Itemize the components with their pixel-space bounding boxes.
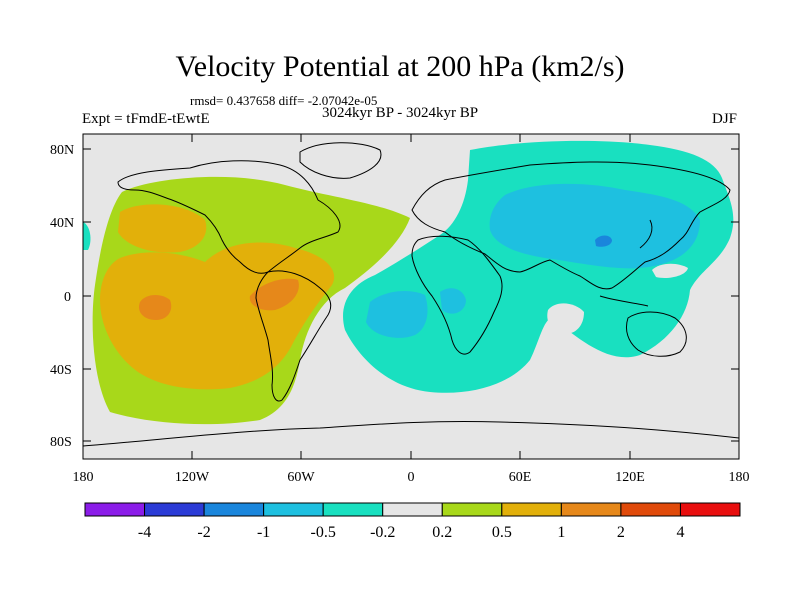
- lon-label-120e: 120E: [615, 470, 645, 485]
- coast-north-america: [117, 160, 341, 274]
- coast-eurasia: [411, 161, 731, 290]
- colorbar-swatch: [263, 502, 324, 517]
- colorbar-swatch: [144, 502, 205, 517]
- colorbar-swatch: [382, 502, 443, 517]
- stats-line: rmsd= 0.437658 diff= -2.07042e-05: [190, 93, 378, 108]
- coast-australia: [625, 311, 687, 357]
- contour-hole-indian: [547, 303, 584, 334]
- colorbar-label: -0.2: [370, 524, 395, 541]
- colorbar-label: -2: [197, 524, 210, 541]
- contour-negative-high: [595, 235, 612, 247]
- lon-label-0: 0: [408, 470, 415, 485]
- plot-title: Velocity Potential at 200 hPa (km2/s): [175, 50, 625, 83]
- colorbar-swatch: [84, 502, 146, 517]
- lat-label-40s: 40S: [50, 363, 72, 378]
- axis-ticks: [82, 134, 740, 459]
- lon-label-60e: 60E: [509, 470, 532, 485]
- coastlines: [83, 142, 739, 447]
- colorbar-swatch: [679, 502, 741, 517]
- colorbar-label: 0.2: [432, 524, 452, 541]
- colorbar-label: 0.5: [492, 524, 512, 541]
- colorbar-swatch: [203, 502, 265, 517]
- colorbar: -4 -2 -1 -0.5 -0.2 0.2 0.5 1 2 4: [84, 502, 741, 541]
- contour-negative-mid-africa: [440, 288, 466, 314]
- experiment-label: Expt = tFmdE-tEwtE: [82, 111, 210, 127]
- colorbar-label: -1: [257, 524, 270, 541]
- colorbar-label: -0.5: [311, 524, 336, 541]
- colorbar-swatch: [501, 502, 562, 517]
- contour-negative-mid-atlantic: [366, 290, 428, 338]
- contour-positive-high-pacific: [138, 294, 172, 320]
- colorbar-swatch: [620, 502, 681, 517]
- contour-hole-pacific: [652, 263, 688, 278]
- colorbar-swatch: [560, 502, 622, 517]
- colorbar-swatch: [441, 502, 503, 517]
- filled-contours: [83, 140, 734, 425]
- lat-label-40n: 40N: [50, 216, 74, 231]
- colorbar-label: 1: [557, 524, 565, 541]
- contour-positive-mid: [100, 242, 335, 390]
- colorbar-label: 2: [617, 524, 625, 541]
- lon-label-180e: 180: [729, 470, 750, 485]
- lat-label-80s: 80S: [50, 435, 72, 450]
- coast-south-america: [255, 270, 332, 402]
- lon-label-60w: 60W: [287, 470, 315, 485]
- contour-positive-high-amazon: [249, 278, 299, 311]
- lat-label-0: 0: [64, 290, 71, 305]
- coast-antarctica: [83, 420, 739, 447]
- coast-japan: [639, 219, 653, 249]
- lon-label-180w: 180: [73, 470, 94, 485]
- period-label: 3024kyr BP - 3024kyr BP: [321, 105, 479, 121]
- colorbar-label: -4: [138, 524, 151, 541]
- colorbar-label: 4: [676, 524, 684, 541]
- contour-negative-mid-asia: [489, 183, 700, 269]
- lon-label-120w: 120W: [175, 470, 210, 485]
- season-label: DJF: [712, 111, 738, 127]
- coast-indonesia: [599, 295, 649, 307]
- contour-positive-mid-north: [118, 204, 207, 253]
- lat-label-80n: 80N: [50, 143, 74, 158]
- coast-greenland: [299, 142, 382, 179]
- coast-africa: [411, 235, 503, 355]
- colorbar-swatch: [322, 502, 384, 517]
- contour-positive-edge: [83, 222, 91, 250]
